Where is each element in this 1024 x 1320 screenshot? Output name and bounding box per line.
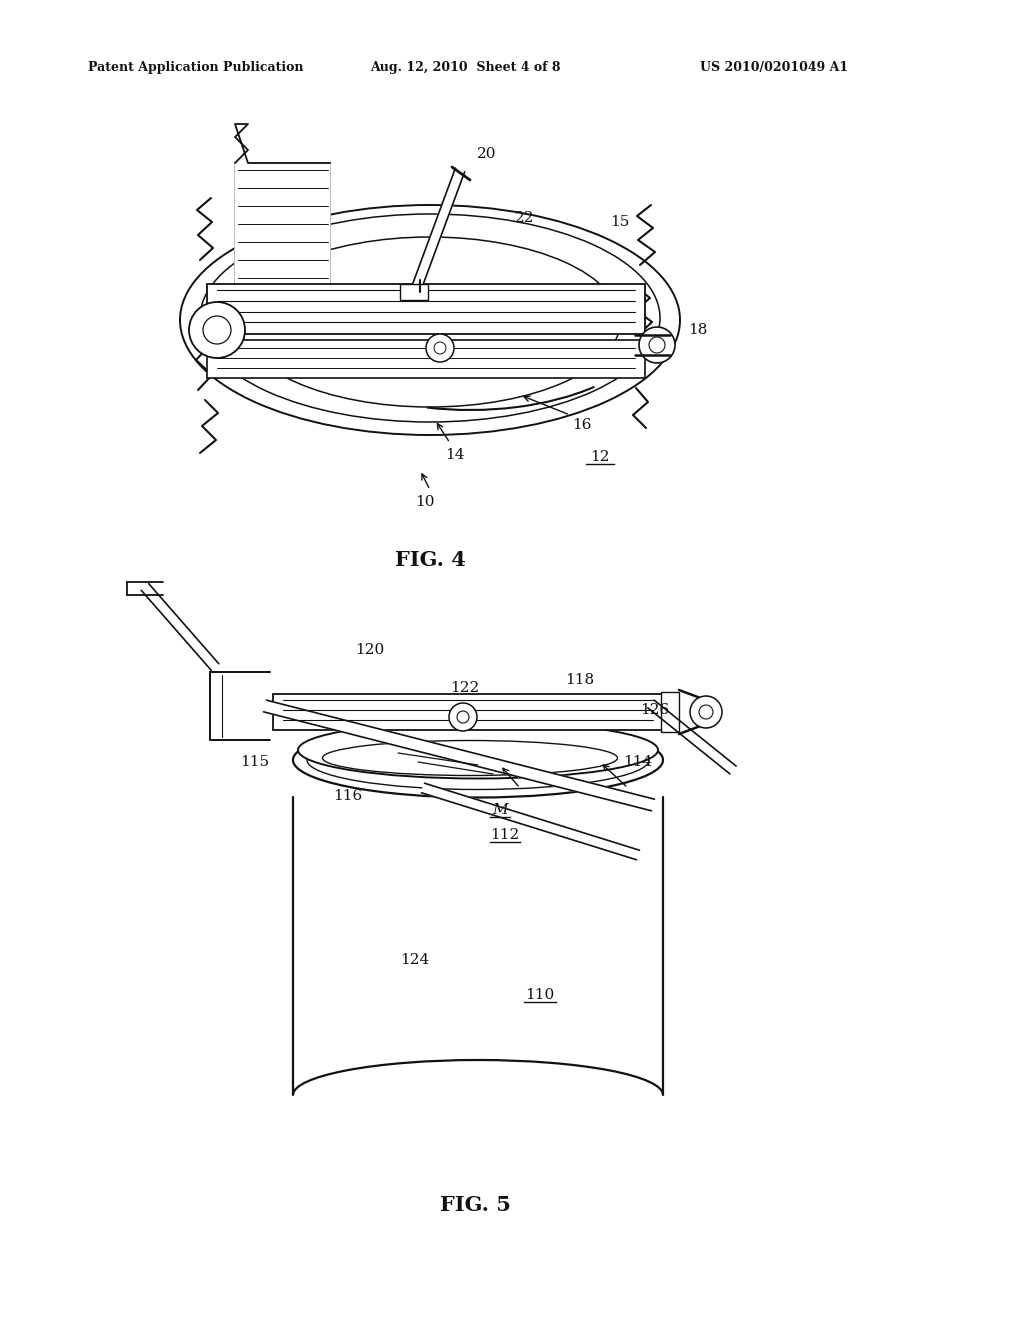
Ellipse shape xyxy=(298,722,658,779)
Text: 120: 120 xyxy=(355,643,385,657)
Text: 12: 12 xyxy=(590,450,609,465)
Text: M: M xyxy=(493,803,508,817)
Text: FIG. 5: FIG. 5 xyxy=(439,1195,510,1214)
Text: 110: 110 xyxy=(525,987,555,1002)
Text: 10: 10 xyxy=(416,495,435,510)
Text: 20: 20 xyxy=(477,147,497,161)
Circle shape xyxy=(189,302,245,358)
Text: 118: 118 xyxy=(565,673,595,686)
Text: 112: 112 xyxy=(490,828,519,842)
Circle shape xyxy=(649,337,665,352)
Text: 122: 122 xyxy=(451,681,479,696)
Circle shape xyxy=(449,704,477,731)
Text: FIG. 4: FIG. 4 xyxy=(394,550,466,570)
FancyBboxPatch shape xyxy=(662,692,679,733)
Circle shape xyxy=(639,327,675,363)
Circle shape xyxy=(434,342,446,354)
Text: 126: 126 xyxy=(640,704,670,717)
Polygon shape xyxy=(422,783,639,859)
Text: 124: 124 xyxy=(400,953,430,968)
FancyBboxPatch shape xyxy=(273,694,663,730)
FancyBboxPatch shape xyxy=(400,284,428,300)
Circle shape xyxy=(457,711,469,723)
Polygon shape xyxy=(234,124,330,298)
Text: 15: 15 xyxy=(610,215,630,228)
Text: 16: 16 xyxy=(572,418,592,432)
Circle shape xyxy=(426,334,454,362)
Text: US 2010/0201049 A1: US 2010/0201049 A1 xyxy=(700,62,848,74)
FancyBboxPatch shape xyxy=(207,341,645,378)
Text: 14: 14 xyxy=(445,447,465,462)
Circle shape xyxy=(699,705,713,719)
Polygon shape xyxy=(263,700,654,810)
Circle shape xyxy=(690,696,722,729)
Text: 115: 115 xyxy=(241,755,269,770)
Text: 22: 22 xyxy=(515,211,535,224)
FancyBboxPatch shape xyxy=(234,162,330,298)
Text: Patent Application Publication: Patent Application Publication xyxy=(88,62,303,74)
Text: Aug. 12, 2010  Sheet 4 of 8: Aug. 12, 2010 Sheet 4 of 8 xyxy=(370,62,560,74)
Text: 18: 18 xyxy=(688,323,708,337)
Circle shape xyxy=(203,315,231,345)
Text: 116: 116 xyxy=(334,789,362,803)
Text: 114: 114 xyxy=(624,755,652,770)
FancyBboxPatch shape xyxy=(207,284,645,334)
Polygon shape xyxy=(648,700,736,774)
Polygon shape xyxy=(141,583,219,671)
Ellipse shape xyxy=(293,722,663,797)
Ellipse shape xyxy=(180,205,680,436)
Polygon shape xyxy=(411,168,465,294)
